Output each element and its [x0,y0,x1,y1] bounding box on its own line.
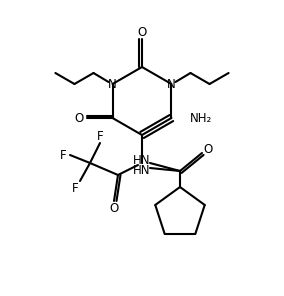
Text: F: F [97,130,103,142]
Text: O: O [203,142,213,155]
Text: HN: HN [133,154,151,166]
Text: N: N [167,78,176,91]
Text: O: O [109,202,119,215]
Text: O: O [74,112,83,125]
Text: F: F [60,149,66,162]
Text: O: O [137,25,147,38]
Text: NH₂: NH₂ [189,112,212,125]
Text: F: F [72,181,78,194]
Text: HN: HN [133,165,151,178]
Text: N: N [108,78,117,91]
